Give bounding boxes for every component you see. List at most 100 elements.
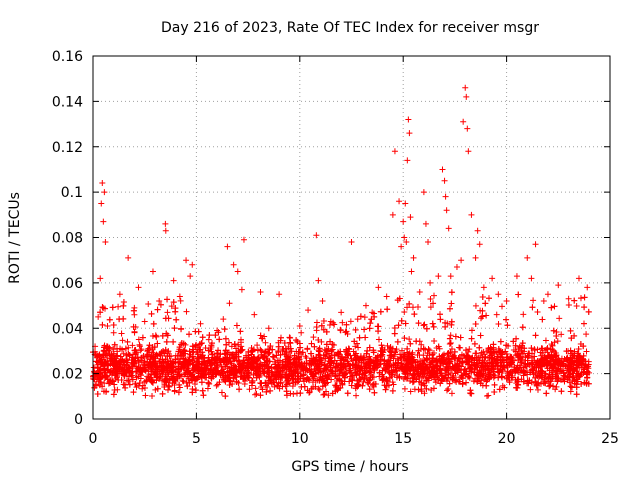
data-point — [423, 325, 430, 332]
data-point — [410, 374, 417, 381]
data-point — [273, 352, 280, 359]
data-point — [497, 363, 504, 370]
data-point — [306, 377, 313, 384]
data-point — [407, 388, 414, 395]
data-point — [141, 378, 148, 385]
data-point — [525, 353, 532, 360]
data-point — [458, 373, 465, 380]
data-point — [445, 385, 452, 392]
data-point — [267, 387, 274, 394]
data-point — [200, 392, 207, 399]
data-point — [567, 327, 574, 334]
data-point — [266, 358, 273, 365]
data-point — [516, 369, 523, 376]
data-point — [465, 359, 472, 366]
data-point — [432, 379, 439, 386]
data-point — [312, 383, 319, 390]
data-point — [183, 308, 190, 315]
data-point — [565, 301, 572, 308]
data-point — [344, 358, 351, 365]
data-point — [357, 313, 364, 320]
data-point — [382, 386, 389, 393]
data-point — [315, 385, 322, 392]
data-point — [427, 296, 434, 303]
data-point — [515, 381, 522, 388]
data-point — [456, 344, 463, 351]
data-point — [194, 358, 201, 365]
data-point — [393, 367, 400, 374]
data-point — [220, 357, 227, 364]
data-point — [532, 332, 539, 339]
data-point — [255, 354, 262, 361]
data-point — [138, 346, 145, 353]
data-point — [135, 373, 142, 380]
data-point — [285, 359, 292, 366]
data-point — [337, 326, 344, 333]
data-point — [451, 348, 458, 355]
data-point — [320, 318, 327, 325]
data-point — [277, 379, 284, 386]
data-point — [371, 366, 378, 373]
data-point — [107, 357, 114, 364]
data-point — [424, 350, 431, 357]
data-point — [430, 323, 437, 330]
data-point — [259, 353, 266, 360]
data-point — [180, 361, 187, 368]
data-point — [371, 389, 378, 396]
data-point — [348, 382, 355, 389]
data-point — [367, 376, 374, 383]
data-point — [189, 385, 196, 392]
data-point — [423, 377, 430, 384]
data-point — [396, 373, 403, 380]
data-point — [331, 352, 338, 359]
data-point — [585, 363, 592, 370]
data-point — [471, 366, 478, 373]
data-point — [213, 350, 220, 357]
data-point — [268, 364, 275, 371]
data-point — [120, 298, 127, 305]
data-point — [425, 346, 432, 353]
data-point — [473, 377, 480, 384]
data-point — [446, 335, 453, 342]
data-point — [178, 325, 185, 332]
data-point — [206, 332, 213, 339]
data-point — [207, 366, 214, 373]
data-point — [401, 335, 408, 342]
data-point — [316, 377, 323, 384]
data-point — [186, 379, 193, 386]
data-point — [317, 374, 324, 381]
data-point — [390, 355, 397, 362]
data-point — [472, 321, 479, 328]
data-point — [323, 388, 330, 395]
data-point — [327, 338, 334, 345]
data-point — [581, 365, 588, 372]
data-point — [275, 383, 282, 390]
data-point — [173, 316, 180, 323]
data-point — [447, 339, 454, 346]
data-point — [176, 384, 183, 391]
data-point — [346, 378, 353, 385]
data-point — [140, 353, 147, 360]
data-point — [100, 304, 107, 311]
data-point — [286, 349, 293, 356]
data-point — [508, 358, 515, 365]
data-point — [556, 315, 563, 322]
data-point — [210, 355, 217, 362]
data-point — [394, 297, 401, 304]
data-point — [520, 378, 527, 385]
data-point — [504, 322, 511, 329]
data-point — [479, 362, 486, 369]
data-point — [162, 346, 169, 353]
data-point — [171, 325, 178, 332]
data-point — [420, 367, 427, 374]
data-point — [124, 338, 131, 345]
data-point — [451, 352, 458, 359]
data-point — [505, 372, 512, 379]
data-point — [429, 320, 436, 327]
data-point — [554, 378, 561, 385]
data-point — [107, 380, 114, 387]
data-point — [447, 332, 454, 339]
data-point — [491, 381, 498, 388]
data-point — [442, 319, 449, 326]
data-point — [313, 327, 320, 334]
